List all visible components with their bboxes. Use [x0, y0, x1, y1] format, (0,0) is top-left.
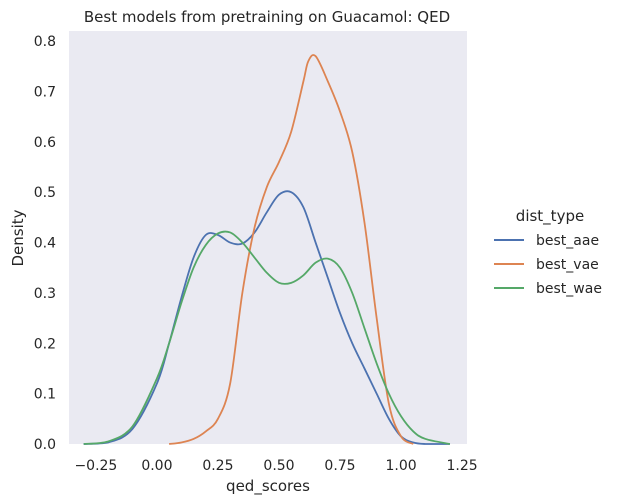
x-tick-label: 0.75: [324, 458, 355, 474]
legend-label: best_vae: [536, 257, 599, 273]
series-line-best-wae: [83, 230, 451, 445]
y-axis-label: Density: [9, 209, 27, 266]
y-tick-label: 0.7: [34, 84, 56, 100]
x-tick-label: 0.50: [263, 458, 294, 474]
chart-title: Best models from pretraining on Guacamol…: [84, 8, 450, 26]
y-tick-label: 0.5: [34, 185, 56, 201]
y-tick-label: 0.1: [34, 387, 56, 403]
series-lines: [83, 54, 451, 445]
series-line-best-vae: [169, 54, 414, 445]
x-tick-label: 0.00: [141, 458, 172, 474]
legend-label: best_wae: [536, 281, 602, 297]
y-tick-label: 0.4: [34, 236, 56, 252]
y-tick-label: 0.3: [34, 286, 56, 302]
y-tick-label: 0.0: [34, 437, 56, 453]
x-tick-label: 0.25: [202, 458, 233, 474]
x-tick-label: 1.25: [447, 458, 478, 474]
y-tick-label: 0.8: [34, 34, 56, 50]
axis-ticks: −0.25 0.00 0.25 0.50 0.75 1.00 1.25 0.0 0.1 0.2 0.…: [34, 34, 478, 474]
x-tick-label: −0.25: [74, 458, 117, 474]
legend: dist_type best_aae best_vae best_wae: [494, 207, 602, 297]
legend-title: dist_type: [516, 207, 584, 226]
y-tick-label: 0.2: [34, 336, 56, 352]
x-axis-label: qed_scores: [226, 477, 310, 496]
y-tick-label: 0.6: [34, 135, 56, 151]
plot-area: [69, 31, 467, 444]
legend-label: best_aae: [536, 233, 599, 249]
x-tick-label: 1.00: [386, 458, 417, 474]
